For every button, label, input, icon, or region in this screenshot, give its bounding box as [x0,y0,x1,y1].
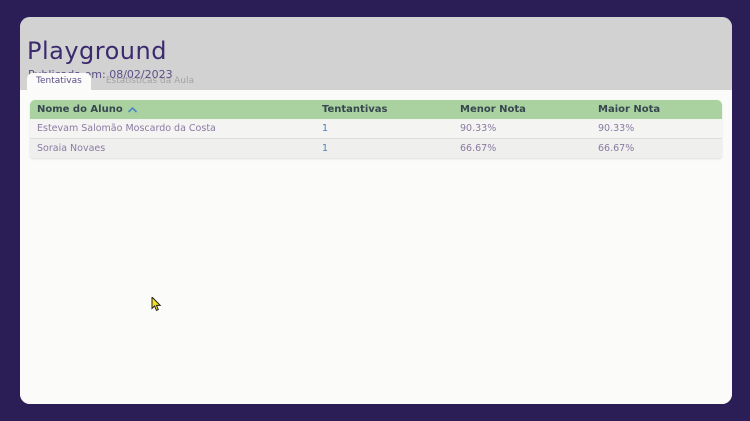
tab-bar: Tentativas Estatísticas da Aula [27,73,203,90]
attempts-count: 1 [322,143,329,154]
tab-estatisticas-da-aula[interactable]: Estatísticas da Aula [97,73,203,90]
column-header-tentativas: Tentantivas [322,104,388,115]
column-header-maior-nota: Maior Nota [598,104,661,115]
highest-grade: 66.67% [598,143,635,154]
lowest-grade: 66.67% [460,143,497,154]
card-header: Playground Publicada em: 08/02/2023 Tent… [20,17,732,90]
attempts-count: 1 [322,123,329,134]
playground-card: Playground Publicada em: 08/02/2023 Tent… [20,17,732,404]
table-row[interactable]: Soraia Novaes 1 66.67% 66.67% [30,139,722,158]
tab-tentativas-label: Tentativas [36,76,82,86]
table-row[interactable]: Estevam Salomão Moscardo da Costa 1 90.3… [30,119,722,139]
content-area: Nome do Aluno Tentantivas Menor Nota Mai… [20,90,732,404]
page-title: Playground [27,37,167,65]
column-header-menor-nota: Menor Nota [460,104,526,115]
column-header-nome-do-aluno[interactable]: Nome do Aluno [30,100,322,119]
lowest-grade: 90.33% [460,123,497,134]
chevron-up-icon [127,106,137,113]
tab-estatisticas-label: Estatísticas da Aula [105,76,194,86]
student-name: Soraia Novaes [37,143,106,154]
attempts-table: Nome do Aluno Tentantivas Menor Nota Mai… [30,100,722,158]
tab-tentativas[interactable]: Tentativas [27,73,91,90]
student-name: Estevam Salomão Moscardo da Costa [37,123,216,134]
highest-grade: 90.33% [598,123,635,134]
mouse-cursor-icon [151,295,163,316]
table-header-row: Nome do Aluno Tentantivas Menor Nota Mai… [30,100,722,119]
